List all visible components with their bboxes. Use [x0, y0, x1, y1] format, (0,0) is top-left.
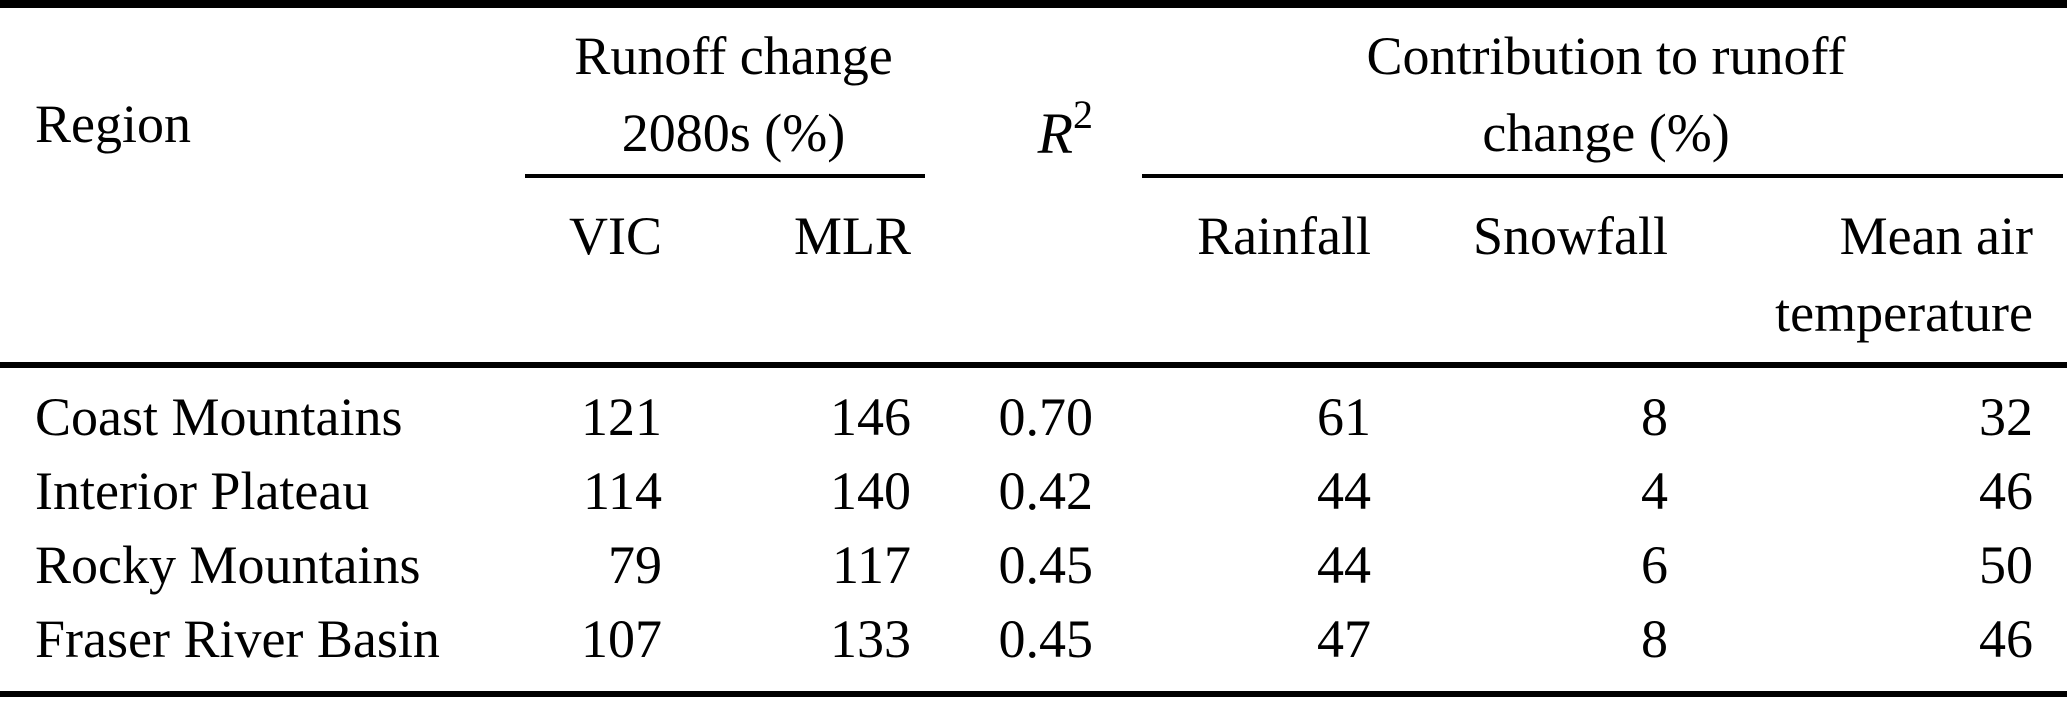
cell-region: Interior Plateau [35, 461, 370, 521]
col-group-contribution: Contribution to runoff change (%) [1105, 8, 2067, 178]
cell-mlr: 140 [830, 461, 912, 521]
cell-mlr: 146 [830, 387, 912, 447]
cell-mean-air-temperature: 50 [1979, 535, 2034, 595]
cell-rainfall: 44 [1317, 461, 1372, 521]
col-header-mean-air-temperature: Mean air temperature [1680, 178, 2067, 368]
cell-vic: 107 [581, 609, 662, 669]
cell-vic: 79 [608, 535, 662, 595]
cell-r-squared: 0.42 [998, 461, 1094, 521]
cell-mean-air-temperature: 32 [1979, 387, 2034, 447]
table-header: Region Runoff change 2080s (%) R2 Contri… [0, 8, 2067, 368]
cell-r-squared: 0.45 [998, 609, 1094, 669]
table-body: Coast Mountains 121 146 0.70 61 8 32 Int… [0, 368, 2067, 691]
table-row-interior-plateau: Interior Plateau 114 140 0.42 44 4 46 [0, 454, 2067, 528]
cell-rainfall: 44 [1317, 535, 1372, 595]
cell-snowfall: 6 [1641, 535, 1669, 595]
header-sub-row: VIC MLR Rainfall Snowfall Mean air tempe… [0, 178, 2067, 368]
cell-snowfall: 4 [1641, 461, 1669, 521]
table-row-fraser-river-basin: Fraser River Basin 107 133 0.45 47 8 46 [0, 602, 2067, 676]
cell-snowfall: 8 [1641, 387, 1669, 447]
table-bottom-spacer [0, 676, 2067, 691]
cell-mlr: 133 [830, 609, 912, 669]
col-header-region: Region [0, 8, 480, 368]
col-header-vic: VIC [480, 178, 675, 368]
cell-r-squared: 0.70 [998, 387, 1094, 447]
col-header-snowfall: Snowfall [1385, 178, 1681, 368]
cell-vic: 121 [581, 387, 662, 447]
col-header-r-squared: R2 [925, 8, 1106, 368]
cell-region: Rocky Mountains [35, 535, 421, 595]
cell-mlr: 117 [832, 535, 912, 595]
cell-r-squared: 0.45 [998, 535, 1094, 595]
col-group-runoff-change: Runoff change 2080s (%) [480, 8, 926, 178]
spacer-cell [0, 676, 2067, 691]
table-row-rocky-mountains: Rocky Mountains 79 117 0.45 44 6 50 [0, 528, 2067, 602]
cell-mean-air-temperature: 46 [1979, 609, 2034, 669]
header-group-row: Region Runoff change 2080s (%) R2 Contri… [0, 8, 2067, 368]
cell-snowfall: 8 [1641, 609, 1669, 669]
col-header-mlr: MLR [675, 178, 926, 368]
col-header-rainfall: Rainfall [1105, 178, 1386, 368]
r-squared-exponent: 2 [1073, 92, 1094, 137]
cell-region: Fraser River Basin [35, 609, 440, 669]
r-squared-symbol: R [1037, 101, 1074, 166]
table-row-coast-mountains: Coast Mountains 121 146 0.70 61 8 32 [0, 368, 2067, 454]
cell-rainfall: 61 [1317, 387, 1372, 447]
cell-rainfall: 47 [1317, 609, 1372, 669]
cell-vic: 114 [583, 461, 662, 521]
cell-mean-air-temperature: 46 [1979, 461, 2034, 521]
cell-region: Coast Mountains [35, 387, 403, 447]
